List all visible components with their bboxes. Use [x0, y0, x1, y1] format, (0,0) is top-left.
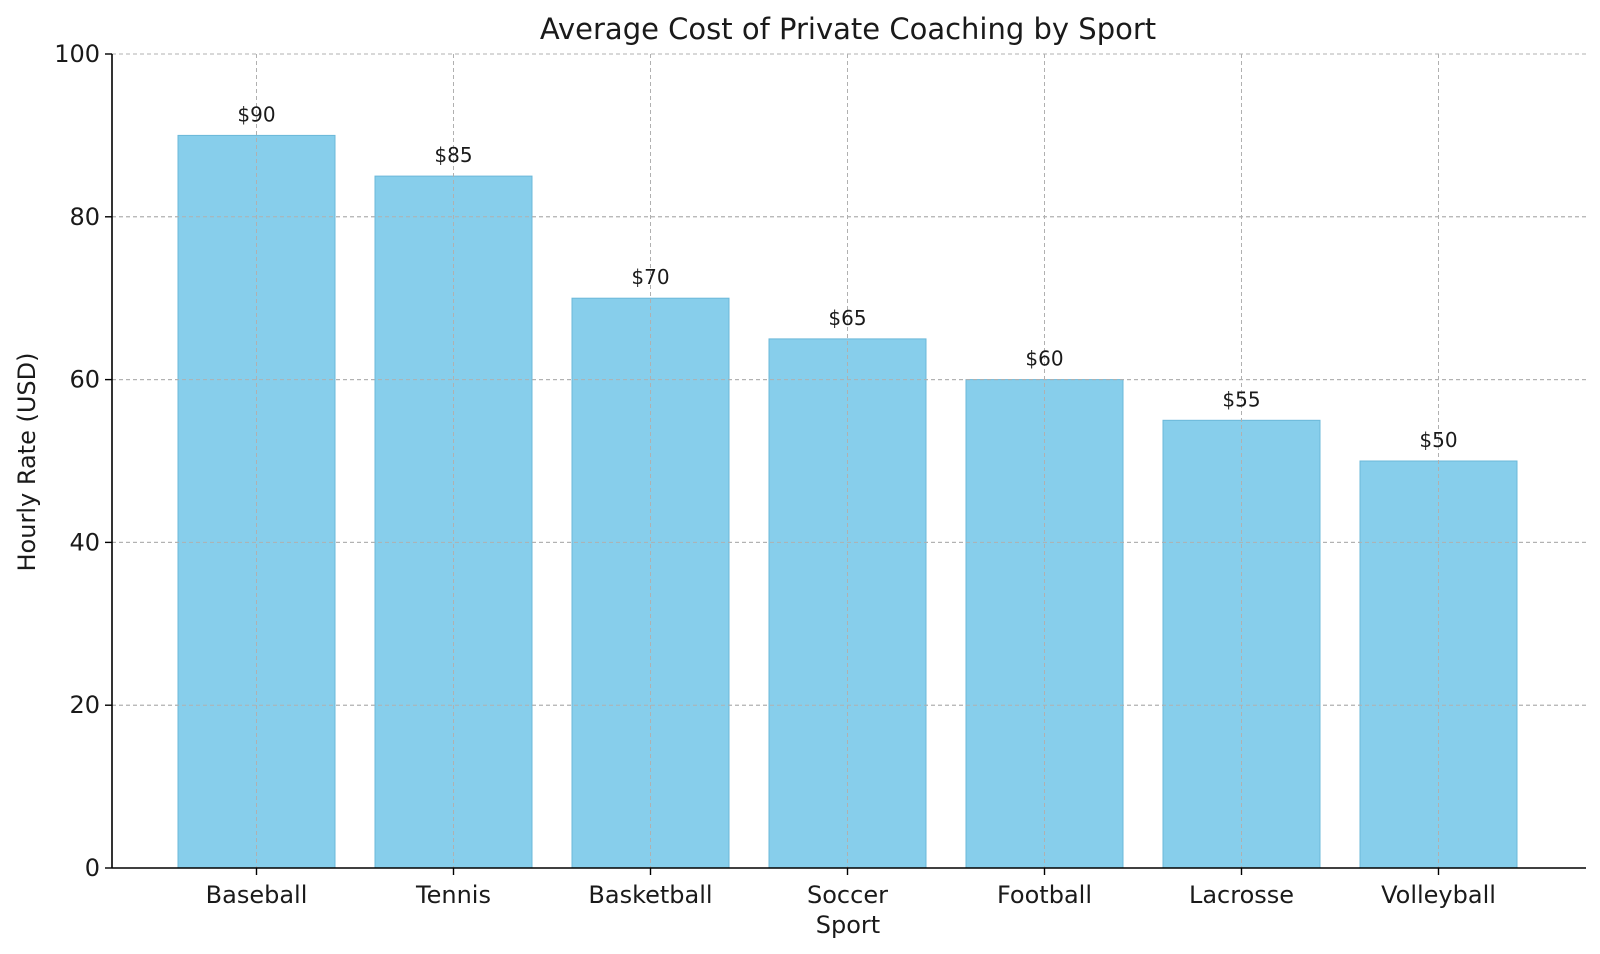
y-tick-label: 80 — [69, 203, 100, 231]
bar-value-label: $70 — [631, 265, 669, 289]
y-tick-label: 40 — [69, 528, 100, 556]
x-tick-label: Baseball — [206, 881, 308, 909]
bar-value-label: $55 — [1222, 387, 1260, 411]
x-tick-label: Tennis — [415, 881, 491, 909]
bar-value-label: $85 — [434, 143, 472, 167]
axes — [105, 53, 1586, 875]
chart-title: Average Cost of Private Coaching by Spor… — [540, 12, 1156, 46]
bar-value-label: $50 — [1419, 428, 1457, 452]
x-tick-label: Basketball — [588, 881, 712, 909]
y-axis-title: Hourly Rate (USD) — [13, 353, 41, 572]
y-tick-label: 0 — [85, 854, 100, 882]
bar-value-labels: $90 $85 $70 $65 $60 $55 $50 — [237, 102, 1457, 452]
y-tick-label: 100 — [54, 40, 100, 68]
x-tick-label: Volleyball — [1381, 881, 1496, 909]
grid-overlay — [112, 53, 1586, 868]
y-tick-label: 60 — [69, 366, 100, 394]
bar-value-label: $65 — [828, 306, 866, 330]
bar-value-label: $90 — [237, 102, 275, 126]
x-tick-label: Lacrosse — [1189, 881, 1294, 909]
x-tick-label: Soccer — [807, 881, 888, 909]
bar-tennis — [374, 175, 533, 869]
bars — [177, 134, 1518, 869]
bar-value-label: $60 — [1025, 347, 1063, 371]
y-tick-label: 20 — [69, 691, 100, 719]
tick-labels: 0 20 40 60 80 100 Baseball Tennis Basketball Socc… — [54, 40, 1496, 909]
x-axis-title: Sport — [816, 911, 880, 939]
x-tick-label: Football — [997, 881, 1092, 909]
